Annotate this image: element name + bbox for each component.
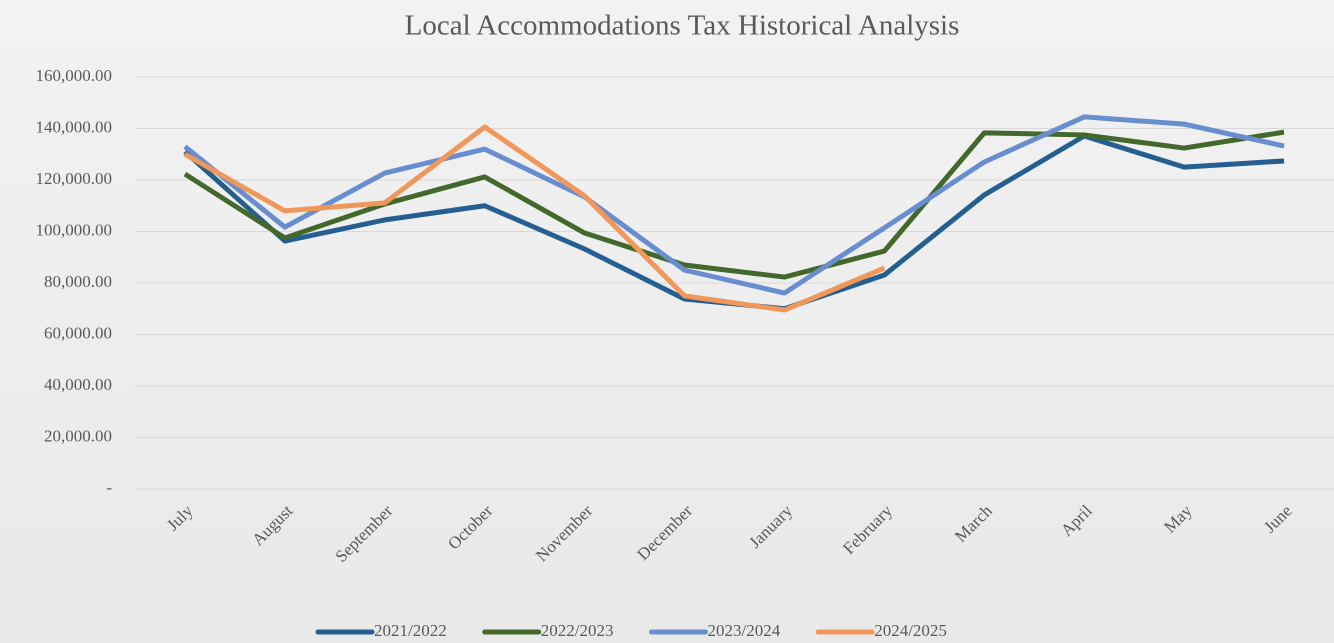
legend-label: 2023/2024 — [707, 621, 780, 640]
y-tick-label: 40,000.00 — [44, 375, 112, 394]
y-tick-label: 120,000.00 — [36, 169, 113, 188]
x-tick-label: January — [745, 501, 796, 552]
chart-title: Local Accommodations Tax Historical Anal… — [405, 10, 960, 42]
y-tick-label: - — [106, 478, 112, 497]
y-tick-label: 160,000.00 — [36, 66, 113, 85]
y-tick-label: 140,000.00 — [36, 117, 113, 136]
y-tick-label: 80,000.00 — [44, 272, 112, 291]
y-tick-label: 60,000.00 — [44, 323, 112, 342]
x-tick-label: May — [1160, 501, 1196, 537]
x-tick-label: April — [1057, 501, 1096, 540]
series-line — [183, 124, 886, 313]
x-tick-label: July — [163, 501, 197, 535]
x-tick-label: October — [444, 501, 496, 553]
x-tick-label: September — [332, 501, 397, 566]
series-line — [183, 129, 1285, 280]
legend-label: 2022/2023 — [541, 621, 614, 640]
x-tick-label: August — [248, 501, 296, 549]
y-tick-label: 100,000.00 — [36, 220, 113, 239]
x-tick-label: March — [951, 501, 996, 546]
series-line — [183, 114, 1285, 296]
y-tick-label: 20,000.00 — [44, 426, 112, 445]
legend-label: 2021/2022 — [374, 621, 447, 640]
x-tick-label: June — [1260, 501, 1295, 536]
x-tick-label: November — [532, 501, 596, 565]
x-tick-label: February — [839, 501, 896, 558]
x-tick-label: December — [633, 501, 696, 564]
legend-label: 2024/2025 — [874, 621, 947, 640]
